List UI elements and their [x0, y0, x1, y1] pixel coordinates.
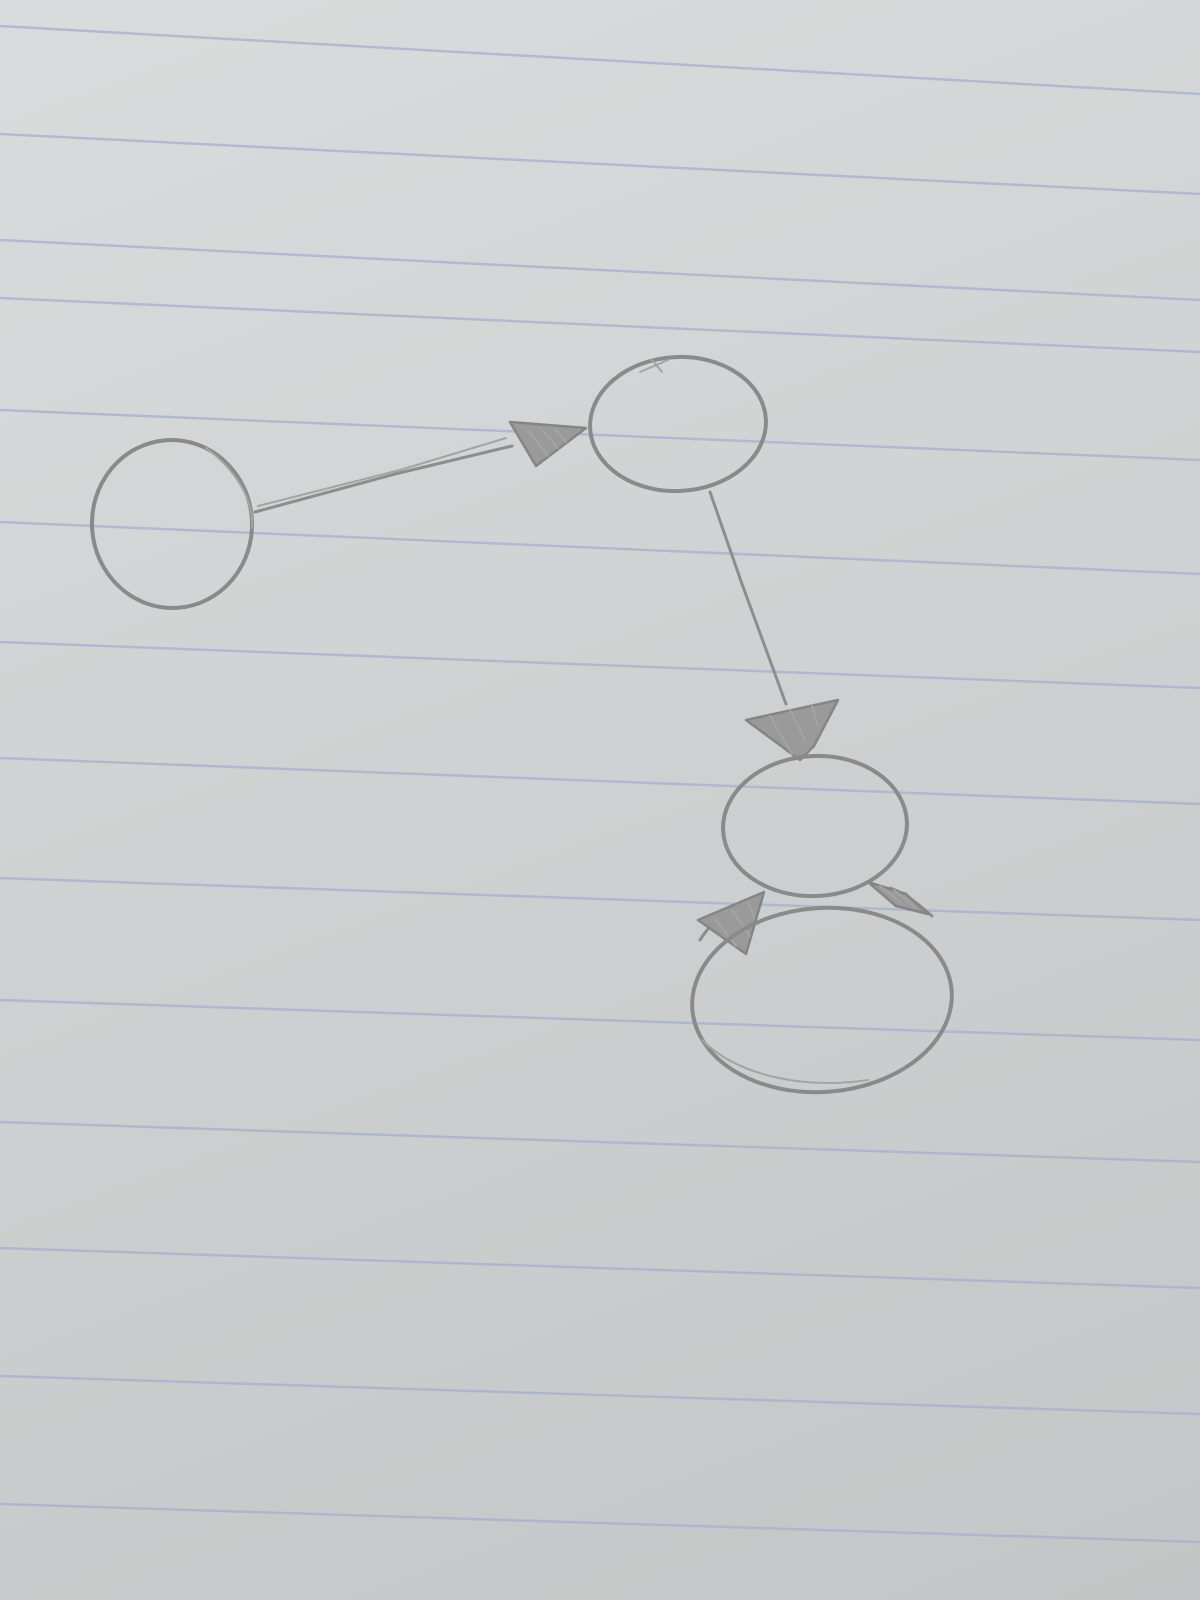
ruled-line [0, 998, 1200, 1042]
ruled-line [0, 1246, 1200, 1290]
edge-line [253, 444, 514, 514]
edges [253, 420, 934, 956]
ruled-line [0, 1120, 1200, 1164]
arrowhead-icon [508, 420, 588, 468]
ruled-line [0, 132, 1200, 196]
node-circle [89, 438, 255, 610]
arrowhead-icon [744, 698, 840, 762]
node-circle [721, 753, 909, 899]
ruled-line [0, 640, 1200, 690]
node-circle-overstroke [701, 1039, 869, 1084]
ruled-line [0, 408, 1200, 462]
ruled-lines [0, 24, 1200, 1544]
node-circle [690, 905, 954, 1095]
nodes [89, 354, 954, 1095]
edge-a-b [253, 420, 588, 514]
node-d [690, 905, 954, 1095]
arrowhead-hatch [879, 885, 917, 909]
edge-line-retrace [257, 437, 507, 507]
ruled-line [0, 296, 1200, 354]
arrowhead-hatch [527, 427, 567, 457]
ruled-line [0, 24, 1200, 96]
node-circle-overstroke [205, 447, 254, 529]
node-circle-overstroke [639, 359, 669, 373]
arrowhead-hatch [769, 705, 819, 755]
edge-b-c [708, 490, 840, 762]
ruled-line [0, 1502, 1200, 1544]
ruled-line [0, 1374, 1200, 1416]
node-c [721, 753, 909, 899]
ruled-line [0, 756, 1200, 806]
ruled-line [0, 520, 1200, 576]
edge-d-c [866, 880, 934, 918]
edge-line [708, 490, 788, 706]
node-circle [588, 354, 768, 494]
node-b [588, 354, 768, 494]
node-a [89, 438, 255, 610]
ruled-line [0, 876, 1200, 922]
ruled-line [0, 238, 1200, 302]
arrowhead-hatch [715, 901, 755, 947]
